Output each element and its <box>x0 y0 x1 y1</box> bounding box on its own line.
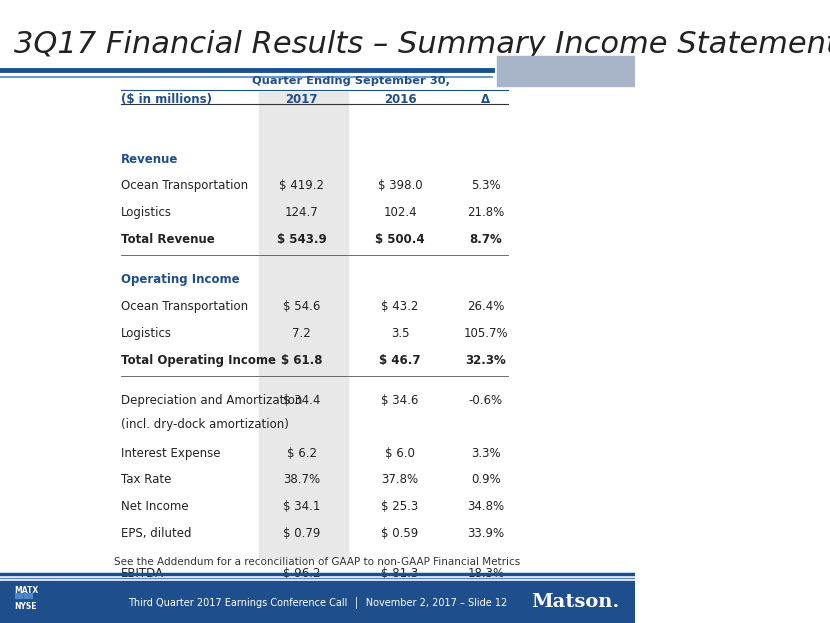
Text: 3Q17 Financial Results – Summary Income Statement: 3Q17 Financial Results – Summary Income … <box>14 30 830 59</box>
Text: Δ: Δ <box>481 93 491 107</box>
Text: Ocean Transportation: Ocean Transportation <box>120 300 248 313</box>
Text: $ 34.1: $ 34.1 <box>283 500 320 513</box>
Text: $ 81.3: $ 81.3 <box>382 568 419 581</box>
Text: 0.9%: 0.9% <box>471 473 500 487</box>
Text: 26.4%: 26.4% <box>467 300 505 313</box>
Text: 3.3%: 3.3% <box>471 447 500 460</box>
Text: Ocean Transportation: Ocean Transportation <box>120 179 248 193</box>
Text: $ 61.8: $ 61.8 <box>281 354 322 367</box>
Text: 124.7: 124.7 <box>285 206 319 219</box>
Text: $ 6.0: $ 6.0 <box>385 447 415 460</box>
Text: Matson.: Matson. <box>531 593 619 611</box>
Text: Revenue: Revenue <box>120 153 178 166</box>
Text: 33.9%: 33.9% <box>467 527 505 540</box>
Text: $ 419.2: $ 419.2 <box>279 179 325 193</box>
Text: Operating Income: Operating Income <box>120 273 239 287</box>
Text: EPS, diluted: EPS, diluted <box>120 527 191 540</box>
Text: $ 34.6: $ 34.6 <box>382 394 419 407</box>
Text: Logistics: Logistics <box>120 206 172 219</box>
Text: 32.3%: 32.3% <box>466 354 506 367</box>
Text: $ 25.3: $ 25.3 <box>382 500 419 513</box>
Text: 38.7%: 38.7% <box>283 473 320 487</box>
Text: 21.8%: 21.8% <box>467 206 505 219</box>
Text: NYSE: NYSE <box>14 602 37 611</box>
Text: $ 43.2: $ 43.2 <box>382 300 419 313</box>
Text: Net Income: Net Income <box>120 500 188 513</box>
Text: Quarter Ending September 30,: Quarter Ending September 30, <box>251 76 450 86</box>
Text: 7.2: 7.2 <box>292 327 311 340</box>
Text: $ 54.6: $ 54.6 <box>283 300 320 313</box>
Text: Depreciation and Amortization: Depreciation and Amortization <box>120 394 302 407</box>
Text: ($ in millions): ($ in millions) <box>120 93 212 107</box>
Text: (incl. dry-dock amortization): (incl. dry-dock amortization) <box>120 418 289 431</box>
Text: $ 46.7: $ 46.7 <box>379 354 421 367</box>
Text: 8.7%: 8.7% <box>470 233 502 246</box>
Text: $ 0.59: $ 0.59 <box>382 527 419 540</box>
Text: Logistics: Logistics <box>120 327 172 340</box>
Text: EBITDA: EBITDA <box>120 568 164 581</box>
Text: 2016: 2016 <box>383 93 417 107</box>
Text: 5.3%: 5.3% <box>471 179 500 193</box>
Text: Tax Rate: Tax Rate <box>120 473 171 487</box>
Text: 18.3%: 18.3% <box>467 568 505 581</box>
Text: 2017: 2017 <box>286 93 318 107</box>
Text: Interest Expense: Interest Expense <box>120 447 220 460</box>
Text: ████: ████ <box>14 593 33 599</box>
Text: $ 398.0: $ 398.0 <box>378 179 422 193</box>
Text: Total Revenue: Total Revenue <box>120 233 214 246</box>
Text: $ 500.4: $ 500.4 <box>375 233 425 246</box>
Bar <box>0 581 635 623</box>
Text: $ 0.79: $ 0.79 <box>283 527 320 540</box>
Text: $ 543.9: $ 543.9 <box>276 233 326 246</box>
Text: Total Operating Income: Total Operating Income <box>120 354 276 367</box>
Text: $ 34.4: $ 34.4 <box>283 394 320 407</box>
Text: 37.8%: 37.8% <box>382 473 418 487</box>
Text: Third Quarter 2017 Earnings Conference Call  │  November 2, 2017 – Slide 12: Third Quarter 2017 Earnings Conference C… <box>128 596 507 608</box>
Text: 3.5: 3.5 <box>391 327 409 340</box>
Bar <box>496 56 635 86</box>
Text: -0.6%: -0.6% <box>469 394 503 407</box>
Text: MATX: MATX <box>14 586 38 594</box>
Text: 102.4: 102.4 <box>383 206 417 219</box>
Text: 34.8%: 34.8% <box>467 500 505 513</box>
Text: $ 6.2: $ 6.2 <box>286 447 317 460</box>
Text: See the Addendum for a reconciliation of GAAP to non-GAAP Financial Metrics: See the Addendum for a reconciliation of… <box>115 557 520 567</box>
Text: 105.7%: 105.7% <box>463 327 508 340</box>
Bar <box>259 92 348 558</box>
Text: $ 96.2: $ 96.2 <box>283 568 320 581</box>
